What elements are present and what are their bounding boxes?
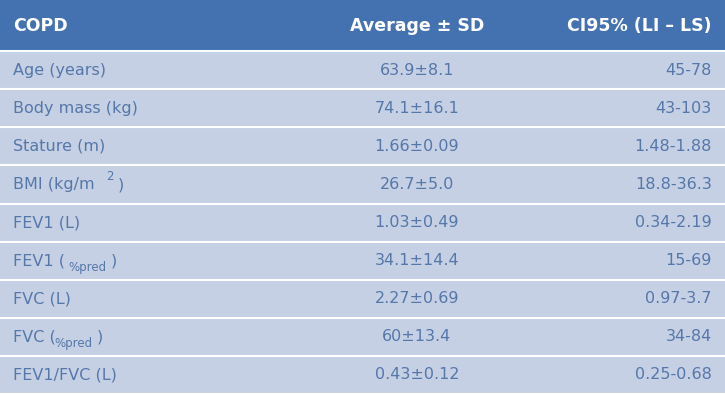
Text: CI95% (LI – LS): CI95% (LI – LS): [568, 17, 712, 35]
Text: Body mass (kg): Body mass (kg): [13, 101, 138, 116]
Bar: [0, 51, 725, 394]
Text: COPD: COPD: [13, 17, 67, 35]
Bar: [0, 0, 725, 51]
Text: %pred: %pred: [54, 337, 93, 350]
Text: FEV1 (: FEV1 (: [13, 253, 65, 268]
Text: BMI (kg/m: BMI (kg/m: [13, 177, 95, 192]
Text: 2.27±0.69: 2.27±0.69: [375, 291, 459, 306]
Text: Stature (m): Stature (m): [13, 139, 105, 154]
Text: 45-78: 45-78: [666, 63, 712, 78]
Text: ): ): [117, 177, 124, 192]
Text: 18.8-36.3: 18.8-36.3: [635, 177, 712, 192]
Text: FVC (L): FVC (L): [13, 291, 71, 306]
Text: 1.03±0.49: 1.03±0.49: [375, 215, 459, 230]
Text: FEV1/FVC (L): FEV1/FVC (L): [13, 368, 117, 383]
Text: FEV1 (L): FEV1 (L): [13, 215, 80, 230]
Text: 0.97-3.7: 0.97-3.7: [645, 291, 712, 306]
Text: 34.1±14.4: 34.1±14.4: [375, 253, 459, 268]
Text: ): ): [96, 329, 103, 344]
Text: Age (years): Age (years): [13, 63, 106, 78]
Text: 0.25-0.68: 0.25-0.68: [635, 368, 712, 383]
Text: 0.34-2.19: 0.34-2.19: [635, 215, 712, 230]
Text: 43-103: 43-103: [655, 101, 712, 116]
Text: 1.66±0.09: 1.66±0.09: [375, 139, 459, 154]
Text: 15-69: 15-69: [666, 253, 712, 268]
Text: 1.48-1.88: 1.48-1.88: [634, 139, 712, 154]
Text: 74.1±16.1: 74.1±16.1: [374, 101, 460, 116]
Text: Average ± SD: Average ± SD: [349, 17, 484, 35]
Text: 34-84: 34-84: [666, 329, 712, 344]
Text: 60±13.4: 60±13.4: [382, 329, 452, 344]
Text: 0.43±0.12: 0.43±0.12: [375, 368, 459, 383]
Text: ): ): [110, 253, 117, 268]
Text: 63.9±8.1: 63.9±8.1: [380, 63, 454, 78]
Text: 2: 2: [106, 170, 113, 183]
Text: 26.7±5.0: 26.7±5.0: [380, 177, 454, 192]
Text: %pred: %pred: [68, 261, 107, 274]
Text: FVC (: FVC (: [13, 329, 56, 344]
